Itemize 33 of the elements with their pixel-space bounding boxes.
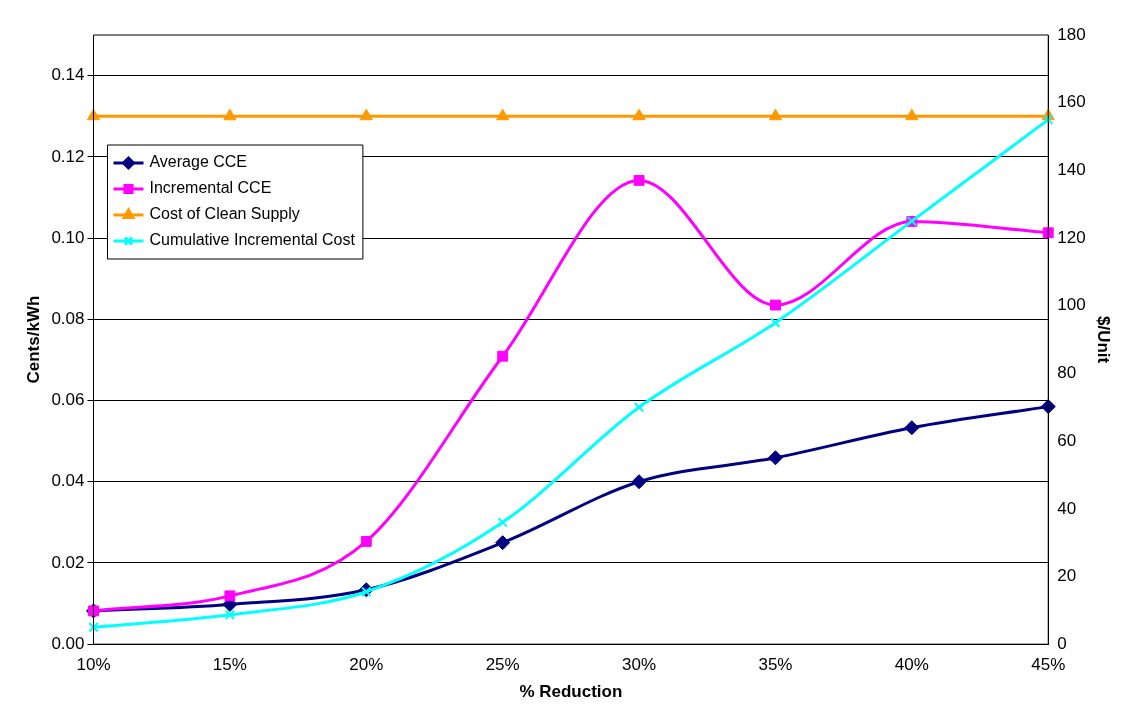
y2-tick-label: 100 <box>1057 295 1086 315</box>
x-tick-label: 35% <box>758 655 793 675</box>
x-tick-label: 45% <box>1031 655 1066 675</box>
x-tick-label: 30% <box>622 655 657 675</box>
legend-label: Cumulative Incremental Cost <box>149 231 356 249</box>
x-tick-label: 10% <box>76 655 111 675</box>
y2-tick-label: 180 <box>1057 24 1086 44</box>
legend-label: Cost of Clean Supply <box>149 205 300 223</box>
y-tick-label: 0.14 <box>51 65 85 85</box>
x-tick-label: 20% <box>349 655 384 675</box>
y2-tick-label: 20 <box>1057 566 1077 586</box>
y-tick-label: 0.06 <box>51 390 85 410</box>
y2-tick-label: 0 <box>1057 633 1067 653</box>
y-tick-label: 0.08 <box>51 308 85 328</box>
y-axis-title: Cents/kWh <box>23 295 43 384</box>
y2-tick-label: 140 <box>1057 160 1086 180</box>
x-axis-title: % Reduction <box>519 682 623 702</box>
x-tick-label: 25% <box>485 655 520 675</box>
y-tick-label: 0.00 <box>51 633 85 653</box>
y2-tick-label: 40 <box>1057 498 1077 518</box>
y-tick-label: 0.10 <box>51 227 85 247</box>
y2-tick-label: 80 <box>1057 363 1077 383</box>
x-tick-label: 40% <box>894 655 929 675</box>
y2-axis-title: $/Unit <box>1094 315 1114 364</box>
y2-tick-label: 160 <box>1057 92 1086 112</box>
y-tick-label: 0.02 <box>51 552 85 572</box>
y2-tick-label: 60 <box>1057 430 1077 450</box>
y2-tick-label: 120 <box>1057 227 1086 247</box>
y-tick-label: 0.04 <box>51 471 85 491</box>
y-tick-label: 0.12 <box>51 146 85 166</box>
x-tick-label: 15% <box>212 655 247 675</box>
legend-label: Incremental CCE <box>149 179 272 197</box>
legend-label: Average CCE <box>149 153 248 171</box>
